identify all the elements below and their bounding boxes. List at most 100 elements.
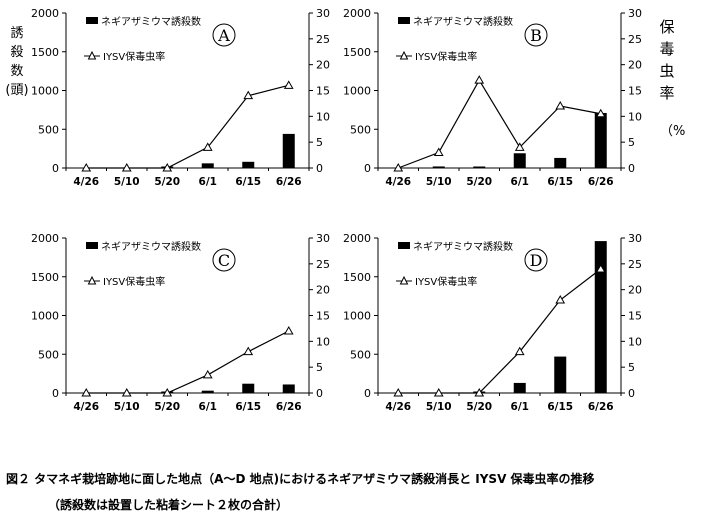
panel-b-line-point: [433, 147, 444, 156]
right-axis-title-char: 毒: [659, 40, 675, 58]
panel-c-y-tick-label-right: 0: [316, 387, 323, 400]
panel-a-legend-bar-label: ネギアザミウマ誘殺数: [101, 15, 201, 28]
panel-d-y-tick-label-right: 5: [628, 361, 635, 374]
left-axis-title-char: 数: [10, 64, 24, 79]
panel-c-x-tick-label: 6/1: [199, 401, 217, 413]
left-axis-title-char: (頭): [5, 83, 29, 98]
panel-a-line-point: [243, 90, 254, 100]
panel-d-line-series: [398, 268, 602, 394]
panel-d-bar: [594, 241, 607, 393]
panel-a-line-point: [283, 80, 294, 89]
panel-a-line-series: [86, 84, 289, 169]
panel-d-bar: [554, 356, 567, 393]
panel-c-line-point: [243, 346, 254, 356]
panel-b-line-series: [398, 78, 601, 169]
panel-d-x-tick-label: 5/10: [426, 401, 452, 413]
panel-d-y-tick-label-left: 500: [350, 348, 371, 361]
panel-d-line-point: [393, 387, 404, 397]
panel-b-x-tick-label: 6/26: [588, 176, 614, 188]
panel-b-y-tick-label-right: 15: [628, 85, 642, 98]
panel-c-line-series: [86, 330, 290, 394]
panel-c-line-point: [162, 387, 173, 397]
panel-b-y-tick-label-left: 500: [350, 123, 371, 136]
panel-a-x-tick-label: 5/10: [114, 176, 140, 188]
panel-c-y-tick-label-left: 500: [38, 348, 59, 361]
panel-b-y-tick-label-right: 20: [628, 59, 642, 72]
panel-a-y-tick-label-right: 10: [316, 110, 330, 123]
panel-a-x-tick-label: 6/15: [235, 176, 261, 188]
panel-c-y-tick-label-left: 0: [52, 387, 59, 400]
panel-a-y-tick-label-left: 0: [52, 162, 59, 175]
panel-d-bar: [513, 382, 526, 393]
panel-b-y-tick-label-right: 30: [628, 7, 642, 20]
panel-d-y-tick-label-left: 1500: [343, 271, 371, 284]
panel-c-line-point: [202, 369, 213, 379]
panel-b-label: B: [530, 26, 542, 45]
panel-a-label: A: [217, 26, 230, 45]
left-axis-title-char: 殺: [10, 45, 24, 60]
panel-c-y-tick-label-right: 30: [316, 232, 330, 245]
panel-a-x-tick-label: 5/20: [154, 176, 180, 188]
panel-b-bar: [554, 157, 567, 168]
panel-c-label: C: [218, 251, 230, 270]
panel-d-legend-line-label: IYSV保毒虫率: [415, 275, 477, 288]
panel-d-y-tick-label-right: 10: [628, 335, 642, 348]
panel-a-bar: [201, 163, 214, 168]
panel-d-x-tick-label: 6/26: [588, 401, 614, 413]
panel-a-y-tick-label-left: 1000: [31, 85, 59, 98]
panel-a-line-point: [162, 162, 173, 172]
panel-c-bar: [282, 384, 295, 393]
panel-d-y-tick-label-right: 30: [628, 232, 642, 245]
panel-b-y-tick-label-right: 5: [628, 136, 635, 149]
panel-a-legend-line-label: IYSV保毒虫率: [103, 50, 165, 63]
panel-a-y-tick-label-left: 2000: [31, 7, 59, 20]
panel-c-x-tick-label: 6/15: [235, 401, 261, 413]
panel-c-legend-line-marker: [87, 275, 97, 285]
panel-d-y-tick-label-left: 0: [364, 387, 371, 400]
panel-c-legend-bar-swatch: [86, 242, 98, 249]
panel-d-y-tick-label-right: 0: [628, 387, 635, 400]
panel-d-y-tick-label-left: 1000: [343, 310, 371, 323]
panel-a-y-tick-label-right: 5: [316, 136, 323, 149]
panel-b-legend-bar-swatch: [398, 17, 410, 24]
panel-b-bar: [513, 153, 526, 168]
right-axis-title-char: 虫: [659, 62, 675, 80]
panel-b-x-tick-label: 5/10: [426, 176, 452, 188]
panel-b-y-tick-label-left: 0: [364, 162, 371, 175]
panel-a-y-tick-label-right: 25: [316, 33, 330, 46]
panel-a-line-point: [202, 142, 213, 151]
panel-d-y-tick-label-right: 25: [628, 258, 642, 271]
panel-c-y-tick-label-left: 2000: [31, 232, 59, 245]
panel-b-y-tick-label-left: 2000: [343, 7, 371, 20]
panel-a-bar: [242, 161, 255, 168]
panel-c-y-tick-label-right: 15: [316, 310, 330, 323]
left-axis-title-char: 誘: [10, 26, 24, 41]
panel-a-x-tick-label: 6/1: [199, 176, 217, 188]
panel-a-x-tick-label: 4/26: [73, 176, 99, 188]
panel-a-legend-bar-swatch: [86, 17, 98, 24]
figure-caption-note: （誘殺数は設置した粘着シート２枚の合計）: [48, 498, 289, 512]
panel-d-x-tick-label: 6/1: [511, 401, 529, 413]
panel-d-label: D: [530, 251, 543, 270]
panel-c-legend-line-label: IYSV保毒虫率: [103, 275, 165, 288]
figure-caption: 図２ タマネギ栽培跡地に面した地点（A〜D 地点)におけるネギアザミウマ誘殺消長…: [6, 472, 595, 486]
panel-a-label-circle: [212, 23, 236, 47]
panel-b-legend-line-label: IYSV保毒虫率: [415, 50, 477, 63]
panel-c-y-tick-label-right: 25: [316, 258, 330, 271]
panel-b-y-tick-label-right: 0: [628, 162, 635, 175]
left-axis-title: 誘 殺 数 (頭): [4, 24, 30, 100]
panel-b-line-point: [474, 75, 485, 84]
right-axis-unit: （%: [660, 124, 686, 139]
panel-c-y-tick-label-right: 5: [316, 361, 323, 374]
right-axis-title-char: 率: [659, 84, 675, 102]
panel-a-y-tick-label-right: 0: [316, 162, 323, 175]
panel-c-y-tick-label-right: 10: [316, 335, 330, 348]
panel-b-line-point: [393, 162, 404, 172]
panel-b-y-tick-label-left: 1000: [343, 85, 371, 98]
panel-d-line-point: [433, 387, 444, 397]
panel-d-x-tick-label: 6/15: [547, 401, 573, 413]
panel-d-line-point: [474, 387, 485, 397]
panel-c-bar: [201, 390, 214, 393]
panel-a-line-point: [81, 162, 92, 172]
